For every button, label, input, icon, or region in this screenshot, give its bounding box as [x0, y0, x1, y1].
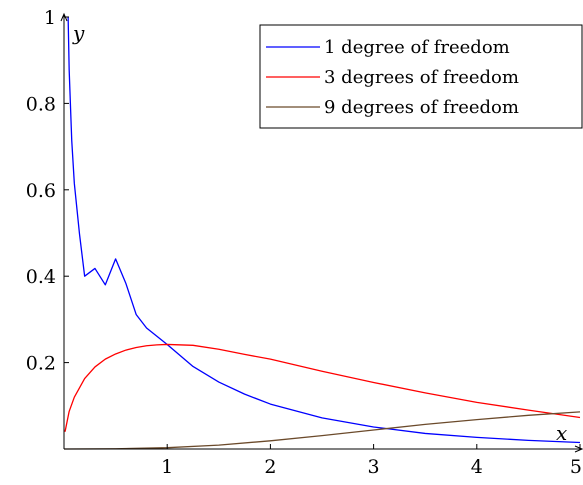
x-tick-label-2: 2 — [264, 456, 276, 478]
series-line-1 — [67, 16, 581, 444]
legend: 1 degree of freedom 3 degrees of freedom 9… — [259, 24, 583, 129]
legend-label-1: 1 degree of freedom — [324, 37, 510, 58]
x-tick-label-5: 5 — [570, 456, 582, 478]
y-tick-label-0.6: 0.6 — [26, 180, 56, 202]
y-axis-arrow — [60, 12, 68, 22]
y-axis-label: y — [72, 21, 85, 45]
y-tick-label-0.2: 0.2 — [26, 353, 56, 375]
x-tick-label-4: 4 — [471, 456, 483, 478]
legend-label-3: 9 degrees of freedom — [324, 97, 519, 118]
y-tick-label-1: 1 — [44, 7, 56, 29]
y-tick-label-0.4: 0.4 — [26, 266, 56, 288]
x-axis-arrow — [574, 445, 583, 453]
x-tick-label-1: 1 — [161, 456, 173, 478]
y-tick-label-0.8: 0.8 — [26, 93, 56, 115]
series-line-2 — [64, 343, 581, 432]
legend-label-2: 3 degrees of freedom — [324, 67, 519, 88]
x-axis-label: x — [556, 421, 567, 445]
x-tick-label-3: 3 — [368, 456, 380, 478]
series-line-3 — [63, 411, 581, 450]
